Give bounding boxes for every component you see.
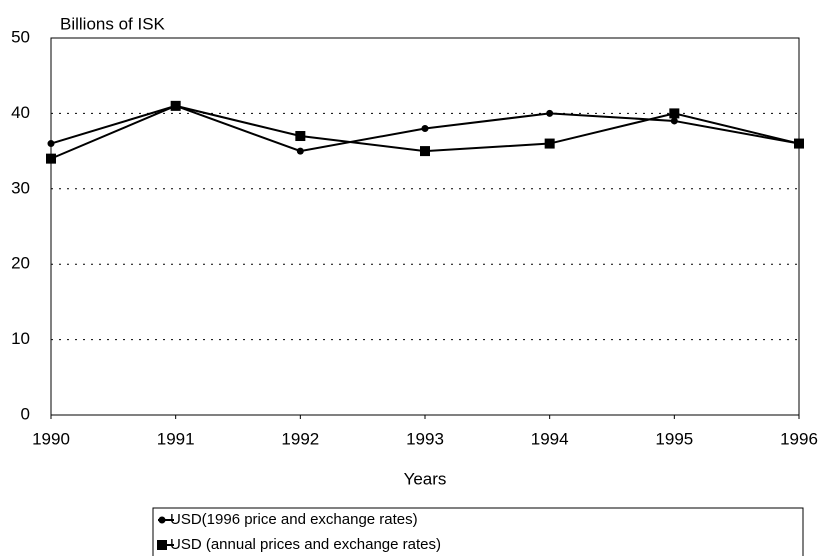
x-tick-label: 1995 [655,429,693,448]
legend-marker [157,540,167,550]
x-tick-label: 1996 [780,429,818,448]
data-point [544,138,555,149]
data-point [670,117,678,125]
plot-frame [50,37,800,416]
data-point [47,140,55,148]
data-point [295,131,306,142]
data-point [296,147,304,155]
data-point [170,100,181,111]
data-point [420,146,430,157]
y-tick-label: 40 [11,103,30,122]
data-point [46,153,56,164]
y-tick-label: 20 [11,254,30,273]
x-tick-label: 1991 [157,429,195,448]
data-point [546,109,554,117]
y-tick-label: 30 [11,178,30,197]
legend-box [152,507,804,556]
x-axis-label: Years [404,469,447,488]
y-tick-label: 0 [21,404,30,423]
y-tick-label: 10 [11,329,30,348]
y-axis-label: Billions of ISK [60,14,166,33]
data-point [669,108,680,119]
data-point [421,124,429,132]
legend-marker [158,516,166,524]
x-tick-label: 1992 [281,429,319,448]
y-tick-label: 50 [11,27,30,46]
x-tick-label: 1994 [531,429,569,448]
x-tick-label: 1993 [406,429,444,448]
x-tick-label: 1990 [32,429,70,448]
legend-label: USD (annual prices and exchange rates) [170,536,441,553]
legend-label: USD(1996 price and exchange rates) [170,511,418,528]
data-point [794,138,804,149]
